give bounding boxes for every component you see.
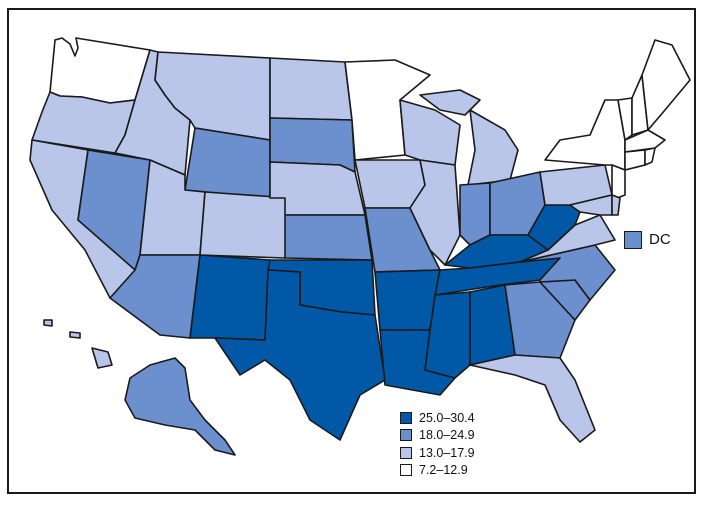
map-legend: 25.0–30.4 18.0–24.9 13.0–17.9 7.2–12.9 (400, 409, 475, 479)
state-ND[interactable] (269, 57, 353, 121)
state-ME[interactable] (641, 39, 691, 131)
state-MI[interactable] (467, 109, 519, 186)
state-RI[interactable] (644, 147, 656, 166)
legend-label: 18.0–24.9 (419, 428, 475, 443)
state-NM[interactable] (189, 254, 271, 341)
state-DE[interactable] (611, 194, 621, 216)
state-NY[interactable] (544, 99, 626, 171)
state-MA[interactable] (624, 129, 666, 153)
state-NC[interactable] (519, 244, 616, 301)
state-NJ[interactable] (611, 164, 626, 201)
legend-item: 25.0–30.4 (400, 409, 475, 427)
dc-label: DC (649, 231, 671, 248)
legend-item: 13.0–17.9 (400, 444, 475, 462)
legend-swatch-1 (400, 429, 412, 442)
state-HI-island-2[interactable] (69, 331, 81, 339)
state-MI-upper[interactable] (419, 89, 481, 116)
state-KS[interactable] (284, 214, 373, 261)
state-HI[interactable] (91, 347, 113, 369)
state-WY[interactable] (184, 127, 271, 199)
legend-label: 25.0–30.4 (419, 410, 475, 425)
state-CO[interactable] (199, 191, 291, 259)
legend-swatch-2 (400, 446, 412, 459)
state-WA[interactable] (49, 37, 151, 104)
dc-swatch (624, 231, 642, 249)
state-FL[interactable] (469, 354, 596, 443)
legend-swatch-0 (400, 411, 412, 424)
legend-item: 18.0–24.9 (400, 427, 475, 445)
legend-swatch-3 (400, 464, 412, 477)
state-HI-island-3[interactable] (43, 319, 53, 327)
legend-label: 7.2–12.9 (419, 463, 468, 478)
state-CT[interactable] (624, 149, 646, 171)
legend-item: 7.2–12.9 (400, 462, 475, 480)
state-IN[interactable] (459, 182, 491, 246)
legend-label: 13.0–17.9 (419, 445, 475, 460)
state-NE[interactable] (269, 161, 366, 216)
state-TX[interactable] (214, 269, 386, 441)
state-MO[interactable] (364, 207, 441, 273)
state-AR[interactable] (374, 269, 441, 331)
state-IL[interactable] (409, 159, 461, 266)
state-MD[interactable] (569, 194, 613, 216)
state-AK[interactable] (124, 357, 236, 456)
